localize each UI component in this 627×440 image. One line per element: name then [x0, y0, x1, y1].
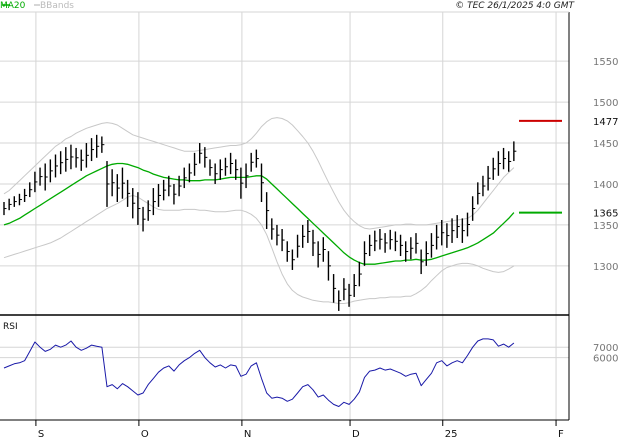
rsi-tick-label: 7000	[593, 343, 618, 354]
bbands-legend-label: BBands	[40, 1, 74, 11]
x-tick-label: O	[141, 429, 149, 440]
price-marker-label: 1365	[593, 209, 618, 220]
x-tick-label: D	[352, 429, 360, 440]
price-tick-label: 1400	[593, 180, 618, 191]
chart-frame	[0, 11, 570, 421]
price-tick-label: 1450	[593, 139, 618, 150]
x-tick-label: S	[38, 429, 44, 440]
ma20-layer	[3, 162, 515, 265]
price-tick-label: 1350	[593, 221, 618, 232]
price-marker-label: 1477	[593, 117, 618, 128]
bb-lower-line	[3, 194, 515, 304]
price-tick-label: 1550	[593, 57, 618, 68]
bbands-layer	[3, 117, 515, 304]
rsi-line	[3, 338, 515, 407]
rsi-layer	[3, 338, 515, 407]
price-markers: 1477 1365	[519, 117, 618, 220]
x-tick-label: 25	[445, 429, 458, 440]
price-bars	[3, 134, 517, 311]
ma20-legend-label: MA20	[0, 1, 26, 11]
bb-upper-line	[3, 117, 515, 230]
ma20-line	[3, 162, 515, 265]
x-tick-label: N	[244, 429, 251, 440]
copyright-timestamp: © TEC 26/1/2025 4:0 GMT	[455, 1, 575, 11]
rsi-tick-label: 6000	[593, 354, 618, 365]
x-tick-label: F	[558, 429, 564, 440]
grid	[0, 12, 569, 420]
price-tick-label: 1300	[593, 262, 618, 273]
price-tick-label: 1500	[593, 98, 618, 109]
rsi-title: RSI	[3, 322, 18, 332]
